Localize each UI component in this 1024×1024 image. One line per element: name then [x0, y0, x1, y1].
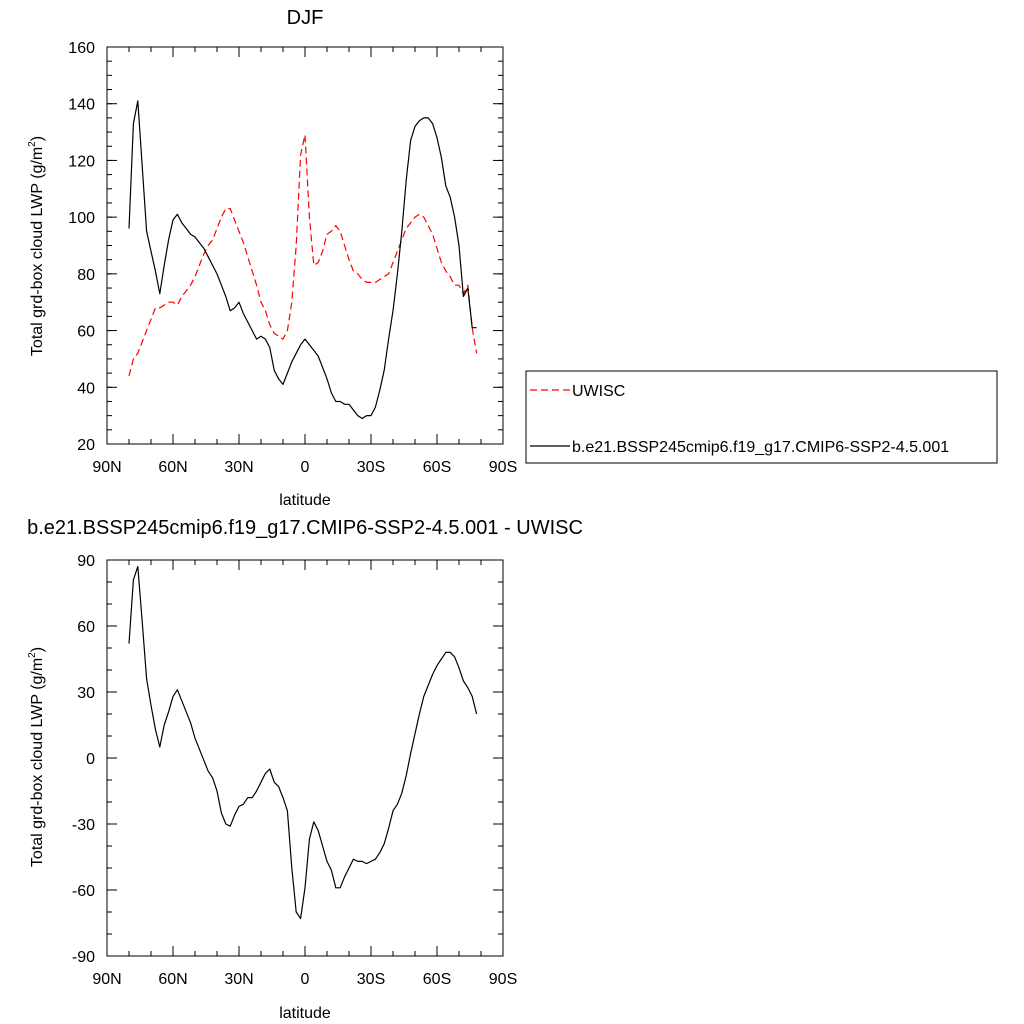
top-y-tick-label: 140	[68, 97, 95, 114]
bottom-x-tick-label: 30S	[357, 971, 385, 988]
top-x-tick-label: 90S	[489, 459, 517, 476]
top-y-tick-label: 60	[77, 324, 95, 341]
top-y-tick-label: 160	[68, 40, 95, 57]
bottom-plot-area: 90N 60N 30N 0 30S 60S 90S -90 -60 -30 0 30 60 90	[72, 553, 517, 988]
legend: UWISC b.e21.BSSP245cmip6.f19_g17.CMIP6-S…	[525, 370, 998, 464]
bottom-y-tick-label: 90	[77, 553, 95, 570]
top-x-tick-label: 60N	[158, 459, 187, 476]
bottom-y-tick-label: 60	[77, 619, 95, 636]
top-chart-title: DJF	[287, 7, 324, 29]
bottom-series-line-0	[128, 565, 478, 920]
top-series-line-0	[128, 134, 478, 377]
top-plot-frame	[106, 46, 504, 445]
bottom-y-tick-label: 30	[77, 685, 95, 702]
bottom-x-axis-label: latitude	[279, 1005, 331, 1022]
top-panel: DJF 90N 60N 30N 0 30S 60S 90S 20 40 60 80 100 120 140…	[27, 7, 998, 509]
top-x-tick-label: 60S	[423, 459, 451, 476]
top-x-axis-label: latitude	[279, 492, 331, 509]
bottom-y-tick-label: -30	[72, 817, 95, 834]
top-plot-area: 90N 60N 30N 0 30S 60S 90S 20 40 60 80 100 120 140 160	[68, 40, 517, 476]
legend-box	[525, 370, 998, 464]
top-x-tick-label: 30S	[357, 459, 385, 476]
top-y-tick-label: 120	[68, 153, 95, 170]
bottom-y-axis-label: Total grd-box cloud LWP (g/m2)	[27, 647, 46, 867]
top-y-tick-label: 100	[68, 210, 95, 227]
bottom-y-tick-label: 0	[86, 751, 95, 768]
bottom-chart-title: b.e21.BSSP245cmip6.f19_g17.CMIP6-SSP2-4.…	[27, 517, 583, 539]
legend-label-uwisc: UWISC	[572, 383, 625, 400]
bottom-y-tick-label: -90	[72, 949, 95, 966]
top-x-tick-label: 90N	[92, 459, 121, 476]
top-y-tick-label: 40	[77, 380, 95, 397]
bottom-panel: b.e21.BSSP245cmip6.f19_g17.CMIP6-SSP2-4.…	[27, 517, 583, 1022]
top-x-tick-label: 30N	[224, 459, 253, 476]
bottom-x-tick-label: 90N	[92, 971, 121, 988]
bottom-x-tick-label: 0	[301, 971, 310, 988]
top-x-tick-label: 0	[301, 459, 310, 476]
bottom-x-tick-label: 60S	[423, 971, 451, 988]
bottom-plot-frame	[106, 559, 504, 957]
bottom-x-tick-label: 60N	[158, 971, 187, 988]
top-y-tick-label: 80	[77, 267, 95, 284]
top-series-line-1	[128, 100, 477, 420]
legend-label-model: b.e21.BSSP245cmip6.f19_g17.CMIP6-SSP2-4.…	[572, 439, 949, 456]
top-y-tick-label: 20	[77, 437, 95, 454]
top-y-axis-label: Total grd-box cloud LWP (g/m2)	[27, 136, 46, 356]
bottom-y-tick-label: -60	[72, 883, 95, 900]
bottom-x-tick-label: 90S	[489, 971, 517, 988]
bottom-x-tick-label: 30N	[224, 971, 253, 988]
